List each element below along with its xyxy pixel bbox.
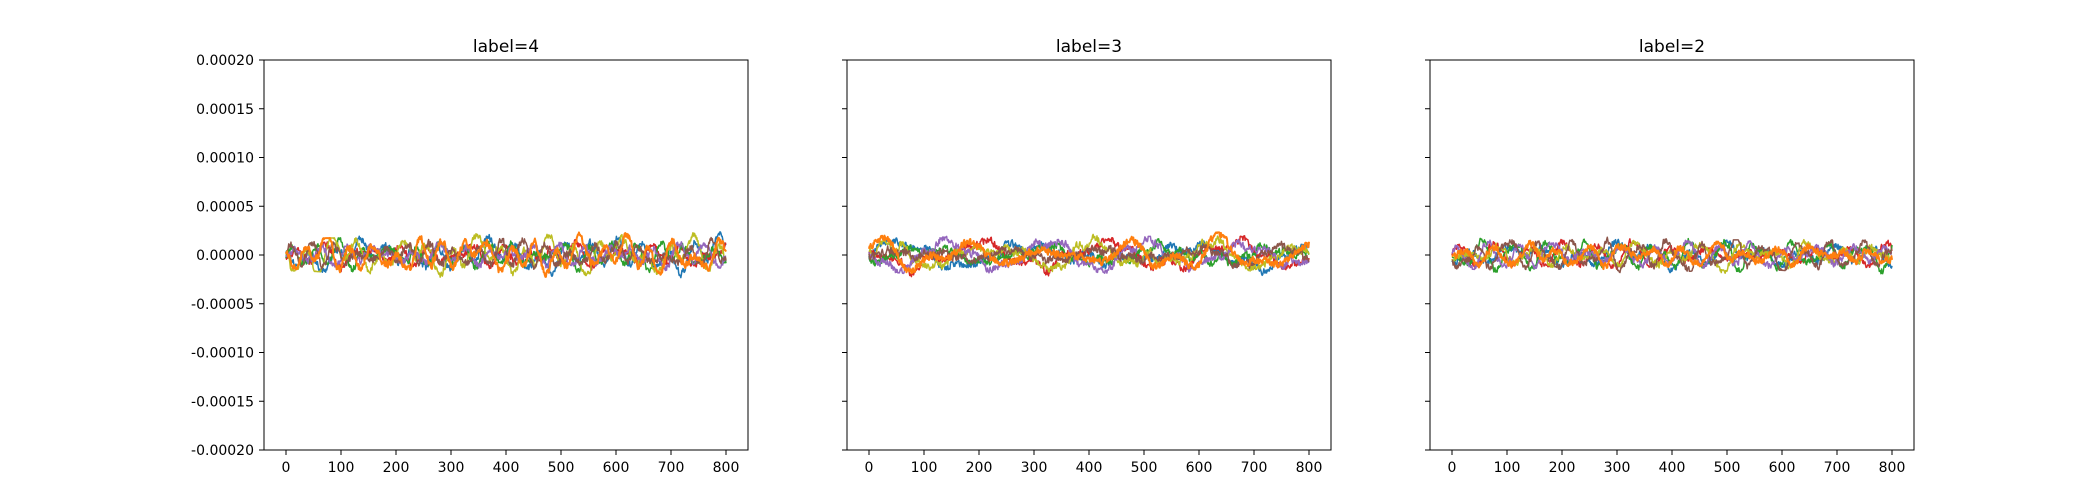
x-tick-label: 500: [548, 460, 575, 476]
x-tick-label: 200: [383, 460, 410, 476]
subplot-title: label=4: [473, 37, 539, 57]
y-tick-label: -0.00015: [191, 394, 254, 410]
x-tick-label: 200: [1549, 460, 1576, 476]
subplot-3: 0 100 200 300 400 500 600 700 800 label=2: [1425, 37, 1915, 476]
x-tick-label: 700: [658, 460, 685, 476]
x-tick-label: 400: [493, 460, 520, 476]
x-tick-label: 400: [1076, 460, 1103, 476]
x-tick-label: 100: [911, 460, 938, 476]
x-tick-label: 500: [1714, 460, 1741, 476]
series-line-7: [868, 231, 1310, 275]
x-tick-label: 100: [328, 460, 355, 476]
x-tick-label: 0: [282, 460, 291, 476]
x-tick-label: 600: [1186, 460, 1213, 476]
series-lines: [1451, 236, 1893, 275]
y-tick-label: -0.00005: [191, 297, 254, 313]
series-line-7: [1451, 239, 1893, 271]
y-tick-label: 0.00005: [196, 199, 254, 215]
series-line-7: [285, 231, 727, 278]
x-tick-label: 800: [1296, 460, 1323, 476]
series-line-6: [868, 240, 1310, 270]
subplot-title: label=3: [1056, 37, 1122, 57]
x-tick-label: 200: [966, 460, 993, 476]
y-tick-label: 0.00015: [196, 102, 254, 118]
series-lines: [868, 231, 1310, 278]
x-tick-label: 300: [1021, 460, 1048, 476]
x-tick-label: 400: [1659, 460, 1686, 476]
subplot-2: 0 100 200 300 400 500 600 700 800 label=3: [842, 37, 1332, 476]
x-tick-label: 600: [603, 460, 630, 476]
y-tick-label: -0.00010: [191, 346, 254, 362]
y-tick-label: -0.00020: [191, 443, 254, 459]
series-line-5: [868, 235, 1310, 275]
x-tick-label: 700: [1241, 460, 1268, 476]
x-tick-label: 500: [1131, 460, 1158, 476]
subplot-1: 0 100 200 300 400 500 600 700 800 -0.00020 -0.0001…: [191, 37, 749, 476]
subplot-title: label=2: [1639, 37, 1705, 57]
x-tick-label: 0: [1448, 460, 1457, 476]
x-tick-label: 0: [865, 460, 874, 476]
y-tick-label: 0.00020: [196, 53, 254, 69]
x-tick-label: 800: [1879, 460, 1906, 476]
x-tick-label: 700: [1824, 460, 1851, 476]
x-tick-label: 300: [438, 460, 465, 476]
x-tick-label: 300: [1604, 460, 1631, 476]
y-tick-label: 0.00000: [196, 248, 254, 264]
series-line-6: [285, 236, 727, 270]
x-tick-label: 600: [1769, 460, 1796, 476]
x-tick-label: 800: [713, 460, 740, 476]
series-line-1: [1451, 238, 1893, 274]
x-tick-label: 100: [1494, 460, 1521, 476]
y-tick-label: 0.00010: [196, 151, 254, 167]
series-line-6: [1451, 236, 1893, 274]
series-lines: [285, 231, 727, 279]
